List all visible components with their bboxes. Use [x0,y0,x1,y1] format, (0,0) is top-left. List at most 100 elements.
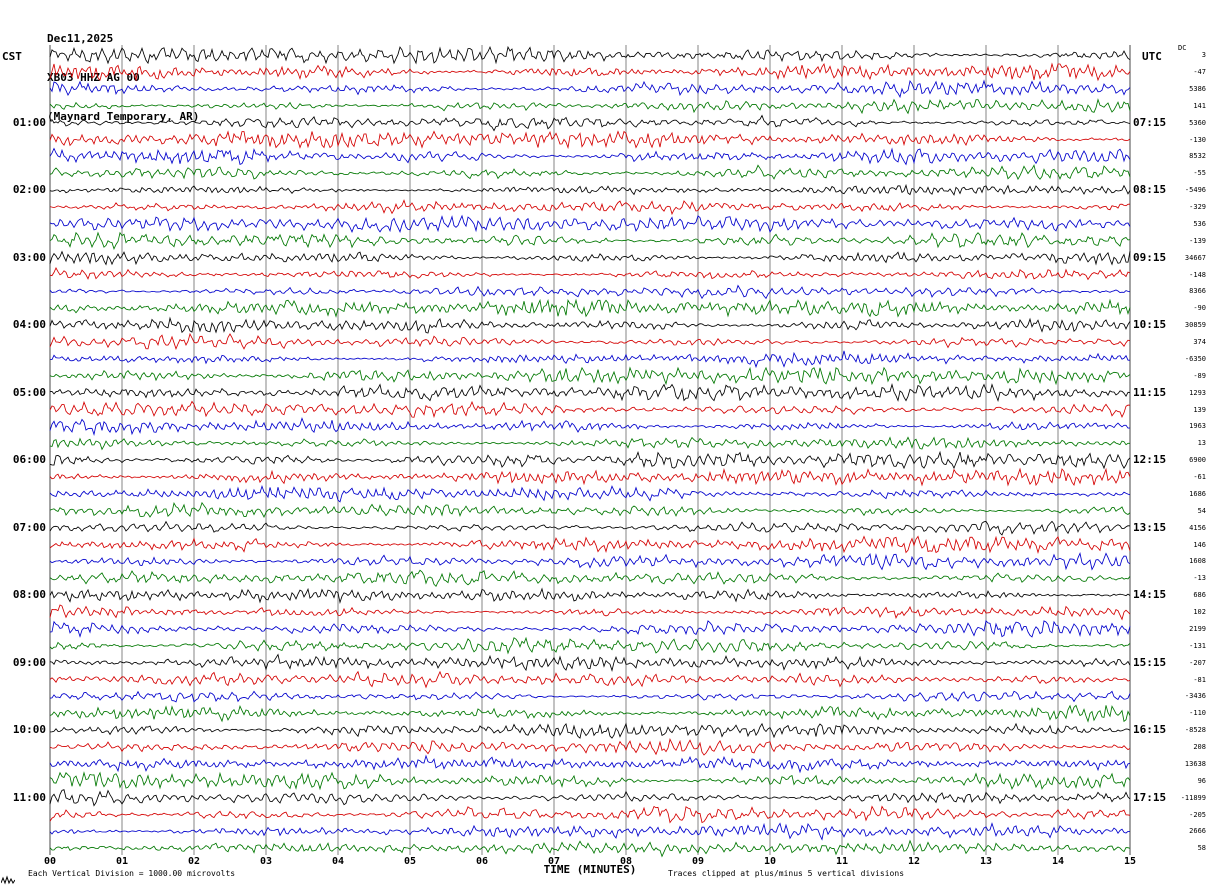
waveform-mark-icon [1,875,15,885]
clip-note: Traces clipped at plus/minus 5 vertical … [668,869,905,878]
cst-hour-label: 08:00 [12,588,46,602]
dc-value: 141 [1193,101,1206,110]
seismic-trace [49,417,1131,437]
utc-hour-label: 08:15 [1133,183,1167,197]
cst-hour-label: 09:00 [12,655,46,669]
seismic-trace [49,316,1131,334]
minute-tick-label: 06 [475,856,489,867]
dc-value: 146 [1193,540,1206,549]
dc-value: -5496 [1184,186,1206,195]
utc-hour-label: 16:15 [1133,723,1167,737]
seismic-trace [49,400,1131,419]
dc-value: -61 [1193,473,1206,481]
seismic-trace [49,587,1131,605]
seismic-trace [49,604,1131,621]
dc-value: -205 [1189,810,1206,819]
seismic-trace [49,164,1131,181]
dc-value: -131 [1189,641,1206,650]
minute-tick-label: 15 [1123,856,1137,867]
minute-tick-label: 01 [115,856,129,867]
left-axis-title: CST [2,50,22,63]
header-date: Dec11,2025 [47,32,114,45]
seismic-trace [49,332,1131,351]
dc-value: -148 [1189,270,1206,279]
cst-hour-label: 02:00 [12,183,46,197]
dc-value: 58 [1197,844,1206,853]
seismic-trace [49,147,1131,166]
utc-hour-label: 09:15 [1133,250,1167,264]
seismic-trace [49,822,1131,841]
utc-hour-label: 17:15 [1133,790,1167,804]
dc-value: 30859 [1184,321,1206,330]
dc-value: -110 [1189,709,1206,718]
dc-value: 5360 [1189,118,1206,127]
minute-tick-label: 02 [187,856,201,867]
seismic-trace [49,98,1131,115]
seismic-trace [49,484,1131,503]
dc-value: 3 [1201,51,1206,60]
dc-value: 1686 [1189,489,1206,498]
minute-tick-label: 04 [331,856,345,867]
seismic-trace [49,636,1131,655]
utc-hour-label: 12:15 [1133,453,1167,467]
utc-hour-label: 13:15 [1133,520,1167,534]
dc-value: 13638 [1184,759,1206,768]
seismic-trace [49,436,1130,451]
dc-value: -81 [1193,675,1206,684]
seismic-trace [49,214,1131,234]
dc-value: -8528 [1184,726,1206,735]
dc-value: 8532 [1189,152,1206,161]
seismic-trace [49,501,1131,518]
seismic-trace [49,771,1131,791]
seismic-trace [49,366,1131,386]
seismic-trace [49,383,1131,403]
seismic-trace [49,130,1131,150]
dc-value: 2199 [1189,624,1206,633]
cst-hour-label: 11:00 [12,790,46,804]
dc-value: -3436 [1184,692,1206,701]
cst-hour-label: 05:00 [12,385,46,399]
seismic-trace [49,450,1131,470]
vertical-scale-note: Each Vertical Division = 1000.00 microvo… [28,869,236,878]
dc-value: 536 [1193,219,1206,228]
utc-hour-label: 07:15 [1133,115,1167,129]
seismic-trace [49,183,1131,196]
dc-value: -90 [1193,304,1206,313]
dc-value: -130 [1189,135,1206,144]
minute-tick-label: 05 [403,856,417,867]
seismic-trace [49,199,1131,216]
seismic-trace [49,298,1131,318]
minute-tick-label: 00 [43,856,57,867]
seismic-trace [49,620,1131,638]
dc-value: 374 [1193,338,1206,346]
dc-value: 8366 [1189,287,1206,296]
header-station-id: XB03 HHZ AG 00 [47,71,140,84]
seismogram-plot [49,45,1131,858]
dc-value: 102 [1193,608,1206,616]
dc-value: 2666 [1189,827,1206,836]
dc-value: -329 [1189,203,1206,211]
utc-hour-label: 10:15 [1133,318,1167,332]
utc-hour-label: 15:15 [1133,655,1167,669]
dc-value: 686 [1193,591,1206,600]
cst-hour-label: 04:00 [12,318,46,332]
seismic-trace [49,754,1131,774]
dc-value: 1608 [1189,557,1206,566]
seismic-trace [49,670,1131,689]
seismic-trace [49,704,1131,723]
dc-value: 5386 [1189,84,1206,93]
minute-tick-label: 11 [835,856,849,867]
seismic-trace [49,284,1131,300]
seismic-trace [49,231,1131,250]
seismic-trace [49,738,1131,756]
seismic-trace [49,114,1131,132]
dc-value: 6900 [1189,456,1206,465]
dc-value: -47 [1193,68,1206,76]
seismic-trace [49,805,1131,824]
seismic-trace [49,350,1130,369]
minute-tick-label: 08 [619,856,633,867]
dc-column-label: DC [1178,44,1187,52]
seismic-trace [49,690,1131,703]
minute-tick-label: 09 [691,856,705,867]
dc-value: 1963 [1189,422,1206,431]
